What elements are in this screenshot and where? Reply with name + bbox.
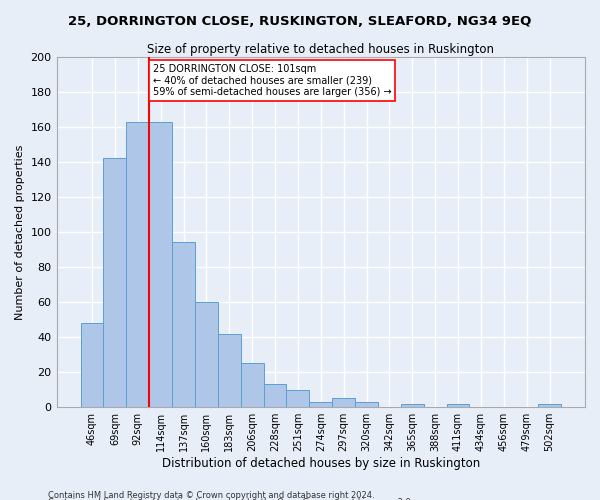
Bar	[80, 323, 103, 407]
Bar	[332, 398, 355, 407]
Bar	[538, 404, 561, 407]
Text: 25, DORRINGTON CLOSE, RUSKINGTON, SLEAFORD, NG34 9EQ: 25, DORRINGTON CLOSE, RUSKINGTON, SLEAFO…	[68, 15, 532, 28]
Bar	[446, 404, 469, 407]
Bar	[218, 334, 241, 407]
Bar	[286, 390, 310, 407]
Title: Size of property relative to detached houses in Ruskington: Size of property relative to detached ho…	[147, 42, 494, 56]
Bar	[401, 404, 424, 407]
Bar	[149, 122, 172, 407]
Bar	[127, 122, 149, 407]
Bar	[310, 402, 332, 407]
Bar	[263, 384, 286, 407]
Bar	[172, 242, 195, 407]
Text: Contains HM Land Registry data © Crown copyright and database right 2024.: Contains HM Land Registry data © Crown c…	[48, 490, 374, 500]
Text: 25 DORRINGTON CLOSE: 101sqm
← 40% of detached houses are smaller (239)
59% of se: 25 DORRINGTON CLOSE: 101sqm ← 40% of det…	[152, 64, 391, 97]
X-axis label: Distribution of detached houses by size in Ruskington: Distribution of detached houses by size …	[161, 457, 480, 470]
Bar	[195, 302, 218, 407]
Y-axis label: Number of detached properties: Number of detached properties	[15, 144, 25, 320]
Bar	[241, 364, 263, 407]
Text: Contains public sector information licensed under the Open Government Licence v3: Contains public sector information licen…	[48, 498, 413, 500]
Bar	[103, 158, 127, 407]
Bar	[355, 402, 378, 407]
